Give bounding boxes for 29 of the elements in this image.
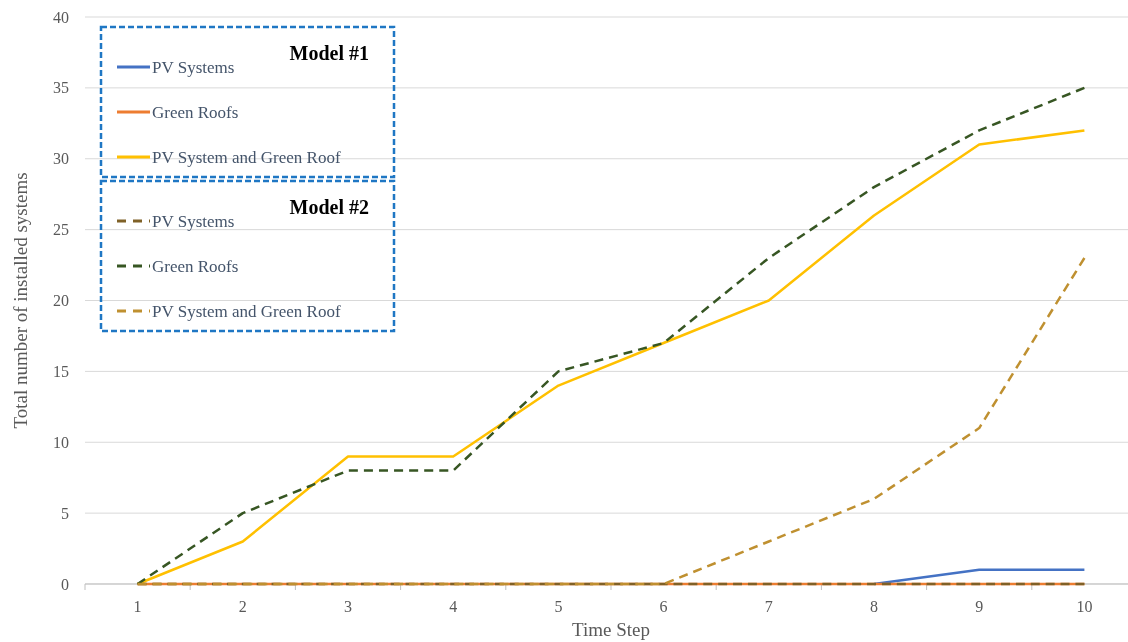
x-axis-title: Time Step	[572, 619, 650, 640]
legend-label: Green Roofs	[152, 102, 239, 122]
y-tick-label: 35	[53, 79, 69, 97]
legend-label: PV System and Green Roof	[152, 301, 341, 321]
x-tick-label: 1	[133, 598, 142, 615]
y-tick-label: 15	[53, 362, 69, 380]
y-tick-label: 30	[53, 150, 69, 168]
y-tick-label: 5	[61, 504, 69, 522]
x-tick-label: 4	[449, 598, 458, 615]
legend-label: PV System and Green Roof	[152, 147, 341, 167]
x-tick-label: 3	[344, 598, 352, 615]
y-tick-label: 40	[53, 8, 69, 26]
annotation: Model #1	[289, 42, 369, 64]
y-tick-label: 0	[61, 575, 69, 593]
y-axis-title: Total number of installed systems	[10, 172, 31, 429]
legend-label: PV Systems	[152, 211, 235, 231]
x-tick-label: 5	[554, 598, 563, 615]
legend-label: Green Roofs	[152, 256, 239, 276]
x-tick-label: 7	[764, 598, 773, 615]
x-tick-label: 2	[238, 598, 247, 615]
y-tick-label: 10	[53, 433, 69, 451]
legend-label: PV Systems	[152, 57, 235, 77]
annotation: Model #2	[289, 196, 369, 218]
x-tick-label: 9	[975, 598, 984, 615]
y-tick-label: 20	[53, 292, 69, 310]
x-tick-label: 6	[659, 598, 668, 615]
x-tick-label: 8	[870, 598, 878, 615]
x-tick-label: 10	[1076, 598, 1093, 615]
y-tick-label: 25	[53, 221, 69, 239]
